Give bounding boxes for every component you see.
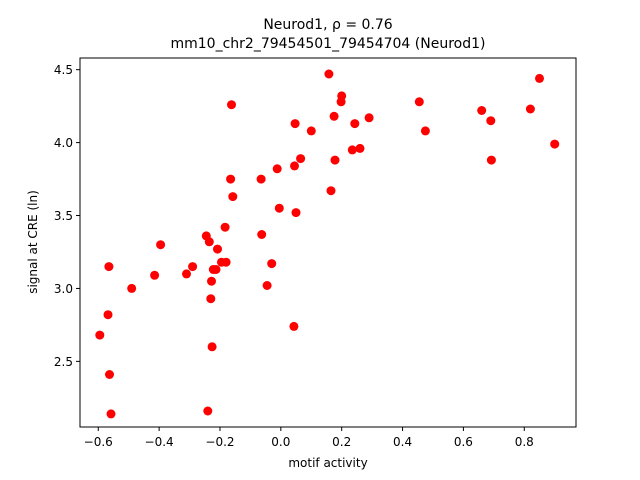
plot-area-frame	[79, 57, 577, 428]
chart-title-line2: mm10_chr2_79454501_79454704 (Neurod1)	[171, 36, 486, 52]
data-point	[227, 100, 236, 110]
data-points	[95, 69, 560, 419]
data-point	[364, 113, 374, 123]
y-axis-ticks: 2.5 3.0 3.5 4.0 4.5	[54, 63, 80, 369]
data-point	[204, 237, 214, 247]
data-point	[105, 370, 114, 379]
data-point	[182, 269, 191, 279]
data-point	[207, 342, 217, 352]
x-tick-label: −0.4	[145, 435, 174, 449]
data-point	[228, 192, 238, 202]
y-tick-label: 3.0	[54, 282, 73, 296]
data-point	[104, 262, 114, 272]
data-point	[329, 111, 339, 121]
data-point	[290, 119, 300, 129]
data-point	[420, 126, 430, 136]
data-point	[221, 257, 231, 267]
data-point	[535, 73, 544, 83]
x-tick-label: 0.4	[393, 435, 412, 449]
data-point	[347, 145, 357, 155]
data-point	[290, 161, 299, 171]
y-tick-label: 4.0	[54, 136, 73, 150]
data-point	[211, 265, 221, 274]
x-tick-label: 0.8	[515, 435, 534, 449]
y-tick-label: 4.5	[54, 63, 73, 77]
data-point	[207, 276, 216, 286]
data-point	[337, 91, 347, 101]
data-point	[350, 119, 360, 129]
data-point	[95, 330, 105, 340]
data-point	[106, 409, 116, 419]
data-point	[267, 259, 277, 269]
data-point	[103, 310, 113, 320]
data-point	[486, 116, 496, 126]
y-tick-label: 2.5	[54, 355, 73, 369]
data-point	[203, 406, 213, 416]
data-point	[262, 281, 272, 290]
data-point	[257, 230, 267, 239]
data-point	[127, 283, 137, 293]
y-axis-label: signal at CRE (ln)	[26, 190, 40, 294]
data-point	[188, 262, 198, 272]
x-tick-label: −0.6	[84, 435, 113, 449]
data-point	[550, 139, 560, 149]
data-point	[306, 126, 316, 136]
chart-title-line1: Neurod1, ρ = 0.76	[263, 17, 392, 33]
data-point	[150, 270, 160, 280]
data-point	[324, 69, 334, 79]
x-tick-label: −0.2	[205, 435, 234, 449]
data-point	[355, 143, 365, 153]
data-point	[256, 174, 266, 184]
data-point	[213, 244, 222, 254]
data-point	[206, 294, 216, 304]
data-point	[226, 174, 236, 184]
x-axis-ticks: −0.6 −0.4 −0.2 0.0 0.2 0.4 0.6 0.8	[84, 427, 534, 449]
data-point	[477, 106, 487, 115]
data-point	[486, 155, 496, 165]
data-point	[330, 155, 340, 165]
data-point	[289, 321, 299, 331]
x-tick-label: 0.0	[271, 435, 290, 449]
data-point	[525, 104, 535, 114]
data-point	[220, 222, 230, 232]
data-point	[156, 240, 166, 250]
data-point	[291, 208, 301, 218]
data-point	[296, 154, 306, 164]
data-point	[272, 164, 282, 174]
data-point	[326, 186, 336, 196]
y-tick-label: 3.5	[54, 209, 73, 223]
x-tick-label: 0.6	[454, 435, 473, 449]
data-point	[274, 203, 284, 213]
data-point	[414, 97, 424, 107]
x-axis-label: motif activity	[288, 456, 367, 470]
x-tick-label: 0.2	[332, 435, 351, 449]
